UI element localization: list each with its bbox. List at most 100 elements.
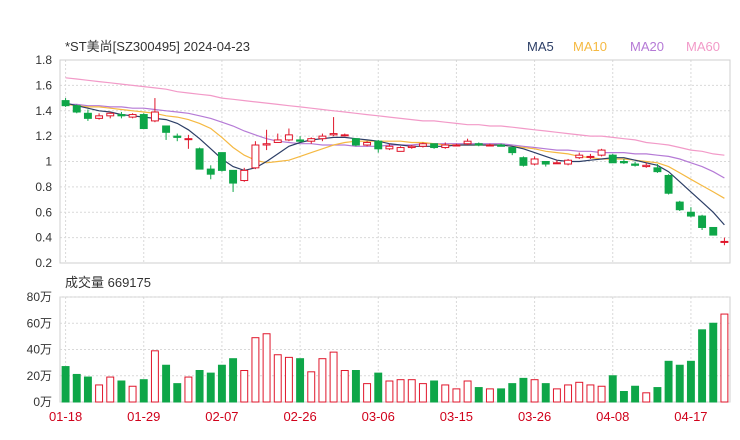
volume-bar (273, 354, 282, 403)
volume-bar (217, 364, 226, 403)
volume-bar (418, 383, 427, 403)
price-grid (59, 59, 731, 264)
candle-body (474, 143, 483, 146)
volume-bar (463, 380, 472, 403)
candle (586, 153, 595, 159)
candle-body (463, 140, 472, 145)
price-tick-label: 1.8 (35, 53, 52, 67)
candle (508, 147, 517, 156)
volume-bar (664, 360, 673, 403)
legend-ma10: MA10 (573, 39, 607, 54)
candle (530, 156, 539, 166)
candle-body (251, 144, 260, 169)
candle-body (106, 112, 115, 117)
volume-bar (374, 372, 383, 403)
price-axis: 1.8 1.6 1.4 1.2 1 0.8 0.6 0.4 0.2 (35, 53, 52, 270)
candle (485, 143, 494, 147)
volume-bar (508, 383, 517, 403)
candle (664, 174, 673, 195)
ma60-line (65, 77, 725, 156)
volume-bar (106, 376, 115, 403)
candle-body (340, 134, 349, 137)
volume-bar (307, 371, 316, 403)
volume-bar (485, 388, 494, 403)
volume-axis: 80万 60万 40万 20万 0万 (27, 290, 52, 409)
candle-body (240, 169, 249, 182)
candle (284, 128, 293, 142)
candle-body (631, 163, 640, 166)
legend: MA5 MA10 MA20 MA60 (527, 39, 720, 54)
candle (240, 167, 249, 182)
candle-body (296, 139, 305, 142)
candle (575, 152, 584, 159)
candle-body (485, 144, 494, 147)
volume-grid (59, 296, 731, 403)
candle (396, 146, 405, 152)
candle (318, 133, 327, 142)
candle-body (698, 215, 707, 228)
volume-bar (698, 329, 707, 403)
candle (608, 153, 617, 164)
volume-bar (552, 388, 561, 403)
candle (653, 164, 662, 173)
candle-body (619, 161, 628, 164)
volume-bar (396, 379, 405, 403)
candle-body (497, 144, 506, 147)
price-tick-label: 1.2 (35, 129, 52, 143)
moving-average-lines (65, 77, 725, 226)
candle-body (608, 154, 617, 164)
volume-bar (430, 380, 439, 403)
volume-tick-label: 40万 (27, 343, 52, 357)
volume-bar (653, 387, 662, 403)
candle-body (519, 157, 528, 166)
volume-bar (162, 364, 171, 403)
candle (217, 152, 226, 172)
volume-bar (318, 358, 327, 403)
volume-bar (541, 383, 550, 403)
volume-bar (150, 350, 159, 403)
volume-bar (83, 376, 92, 403)
candle-body (653, 167, 662, 173)
volume-bar (631, 385, 640, 403)
candle-body (173, 135, 182, 138)
volume-bar (519, 377, 528, 403)
candle (631, 161, 640, 167)
volume-bar (95, 384, 104, 403)
date-tick-label: 04-17 (674, 409, 707, 424)
date-axis: 01-18 01-29 02-07 02-26 03-06 03-15 03-26 04-08… (49, 409, 708, 424)
volume-bar (597, 385, 606, 403)
candle-body (418, 143, 427, 147)
candle (329, 117, 338, 137)
candle-body (597, 149, 606, 156)
candle (150, 98, 159, 123)
candle-body (95, 115, 104, 119)
volume-bar (139, 379, 148, 403)
candle (686, 207, 695, 218)
candle-body (686, 211, 695, 217)
candle-body (83, 112, 92, 119)
volume-bar (619, 391, 628, 403)
volume-bars (61, 313, 729, 403)
candle-body (318, 135, 327, 140)
price-tick-label: 0.8 (35, 180, 52, 194)
candle-body (575, 154, 584, 159)
candle-body (351, 138, 360, 146)
candle-body (273, 139, 282, 143)
candle-body (206, 168, 215, 175)
volume-bar (564, 384, 573, 403)
candle-body (407, 145, 416, 149)
candle (452, 143, 461, 147)
volume-bar (351, 370, 360, 403)
candle-body (530, 158, 539, 165)
price-tick-label: 0.4 (35, 231, 52, 245)
ma10-line (65, 103, 725, 199)
candle-body (363, 141, 372, 146)
candle (642, 162, 651, 168)
candle-body (61, 100, 70, 107)
candle (374, 139, 383, 153)
candle-body (128, 114, 137, 118)
candle-body (284, 134, 293, 141)
volume-bar (128, 385, 137, 403)
candle (83, 109, 92, 121)
candle-body (720, 240, 729, 243)
